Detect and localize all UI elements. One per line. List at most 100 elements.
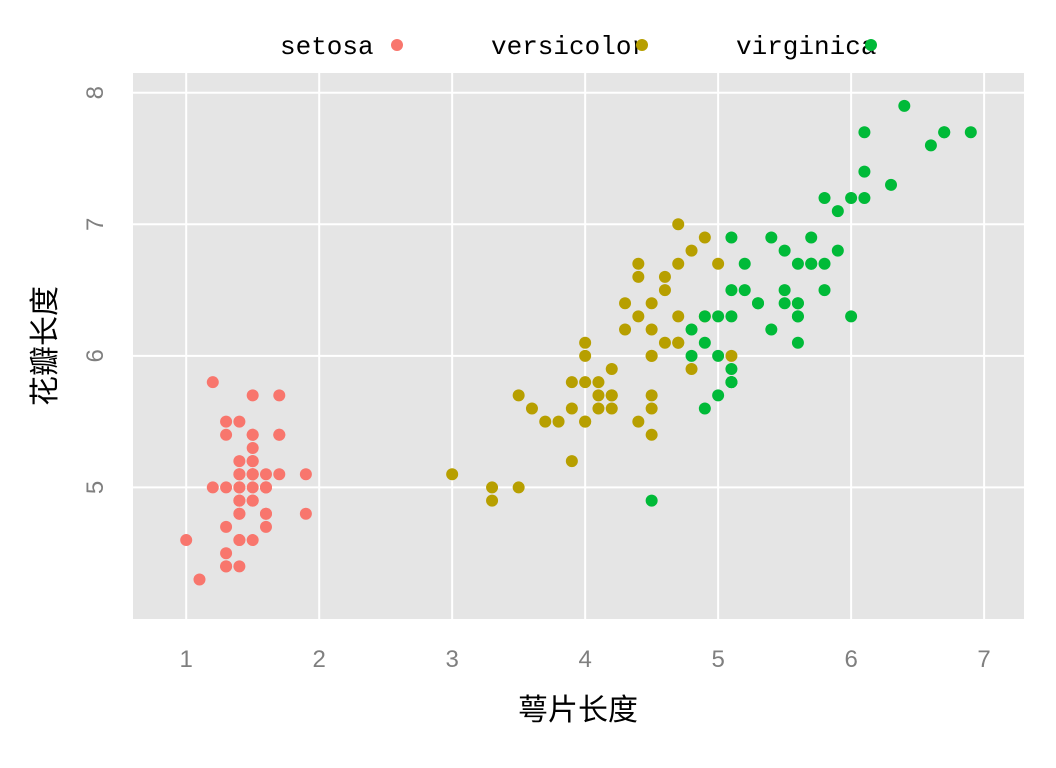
data-point-setosa [220, 520, 233, 533]
data-point-setosa [273, 428, 286, 441]
data-point-virginica [845, 191, 858, 204]
data-point-setosa [206, 481, 219, 494]
data-point-setosa [206, 376, 219, 389]
data-point-virginica [698, 310, 711, 323]
data-point-virginica [805, 231, 818, 244]
data-point-versicolor [605, 389, 618, 402]
x-tick-label: 1 [180, 646, 193, 673]
data-point-virginica [712, 310, 725, 323]
data-point-versicolor [592, 376, 605, 389]
data-points [180, 99, 977, 586]
data-point-virginica [831, 244, 844, 257]
data-point-virginica [858, 126, 871, 139]
data-point-setosa [273, 468, 286, 481]
data-point-virginica [885, 178, 898, 191]
data-point-virginica [791, 257, 804, 270]
data-point-setosa [233, 468, 246, 481]
y-tick-label: 6 [82, 349, 109, 362]
x-tick-label: 3 [445, 646, 458, 673]
grid-lines [133, 73, 1024, 619]
data-point-versicolor [632, 257, 645, 270]
data-point-virginica [725, 231, 738, 244]
data-point-setosa [273, 389, 286, 402]
data-point-setosa [259, 481, 272, 494]
data-point-setosa [259, 520, 272, 533]
data-point-versicolor [645, 297, 658, 310]
data-point-virginica [818, 191, 831, 204]
data-point-setosa [220, 547, 233, 560]
data-point-versicolor [619, 297, 632, 310]
data-point-versicolor [486, 494, 499, 507]
plot-panel [133, 73, 1024, 619]
data-point-versicolor [446, 468, 459, 481]
data-point-setosa [299, 468, 312, 481]
data-point-versicolor [672, 336, 685, 349]
legend-key-setosa [391, 39, 403, 51]
data-point-virginica [831, 205, 844, 218]
x-tick-label: 6 [844, 646, 857, 673]
data-point-virginica [725, 363, 738, 376]
legend-key-virginica [865, 39, 877, 51]
data-point-virginica [858, 191, 871, 204]
data-point-setosa [193, 573, 206, 586]
data-point-virginica [845, 310, 858, 323]
data-point-virginica [725, 284, 738, 297]
x-tick-label: 5 [711, 646, 724, 673]
data-point-versicolor [658, 336, 671, 349]
data-point-versicolor [592, 389, 605, 402]
data-point-setosa [180, 534, 193, 547]
data-point-versicolor [658, 284, 671, 297]
data-point-setosa [259, 468, 272, 481]
data-point-versicolor [645, 402, 658, 415]
data-point-virginica [738, 257, 751, 270]
data-point-setosa [233, 534, 246, 547]
data-point-versicolor [579, 376, 592, 389]
data-point-versicolor [512, 389, 525, 402]
data-point-versicolor [645, 349, 658, 362]
data-point-setosa [220, 428, 233, 441]
data-point-versicolor [592, 402, 605, 415]
legend-label-setosa: setosa [280, 32, 374, 62]
data-point-versicolor [672, 310, 685, 323]
data-point-setosa [220, 560, 233, 573]
data-point-virginica [898, 99, 911, 112]
data-point-setosa [246, 494, 259, 507]
y-tick-label: 5 [82, 481, 109, 494]
data-point-virginica [924, 139, 937, 152]
data-point-versicolor [685, 244, 698, 257]
data-point-virginica [778, 297, 791, 310]
data-point-virginica [698, 402, 711, 415]
y-tick-labels: 5 6 7 8 [82, 86, 109, 494]
data-point-virginica [752, 297, 765, 310]
data-point-virginica [712, 349, 725, 362]
data-point-versicolor [672, 218, 685, 231]
data-point-versicolor [712, 257, 725, 270]
data-point-versicolor [525, 402, 538, 415]
data-point-versicolor [632, 310, 645, 323]
data-point-versicolor [539, 415, 552, 428]
legend: setosa versicolor virginica [280, 32, 877, 62]
data-point-setosa [246, 534, 259, 547]
data-point-setosa [246, 441, 259, 454]
data-point-virginica [738, 284, 751, 297]
data-point-virginica [791, 310, 804, 323]
data-point-setosa [246, 428, 259, 441]
data-point-virginica [791, 336, 804, 349]
data-point-versicolor [565, 455, 578, 468]
data-point-virginica [685, 349, 698, 362]
data-point-virginica [791, 297, 804, 310]
legend-label-versicolor: versicolor [491, 32, 647, 62]
data-point-virginica [858, 165, 871, 178]
data-point-versicolor [605, 363, 618, 376]
data-point-setosa [233, 455, 246, 468]
data-point-setosa [233, 560, 246, 573]
y-tick-label: 8 [82, 86, 109, 99]
data-point-versicolor [725, 349, 738, 362]
data-point-virginica [725, 376, 738, 389]
data-point-virginica [645, 494, 658, 507]
data-point-setosa [246, 455, 259, 468]
data-point-setosa [233, 415, 246, 428]
x-tick-label: 2 [312, 646, 325, 673]
data-point-virginica [685, 323, 698, 336]
